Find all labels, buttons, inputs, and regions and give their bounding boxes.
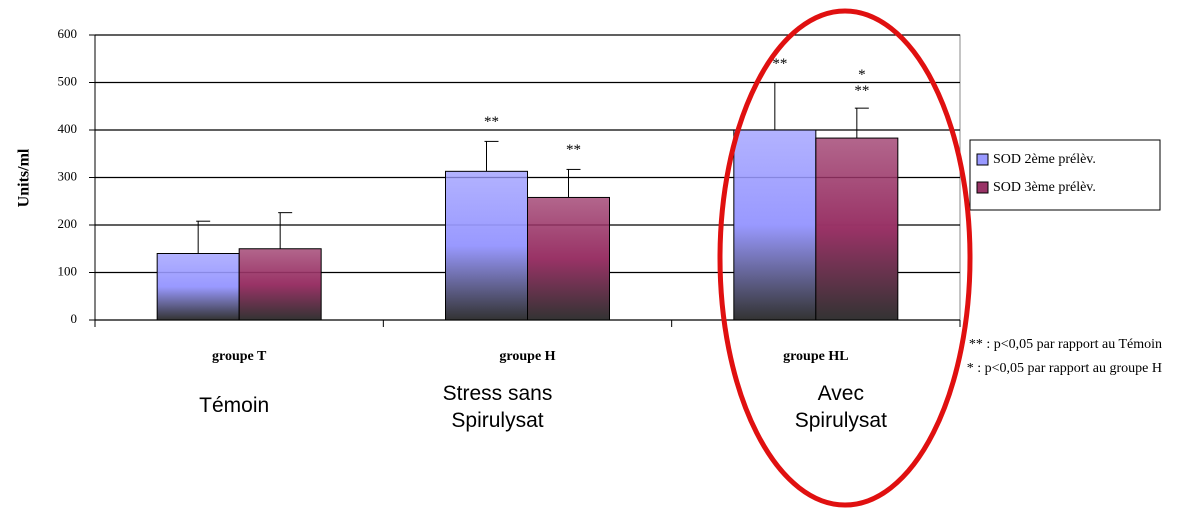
y-tick-label: 500 — [58, 73, 78, 88]
bar — [733, 129, 817, 321]
legend-swatch — [976, 181, 989, 194]
legend-label: SOD 3ème prélèv. — [993, 180, 1096, 195]
bar — [238, 248, 322, 321]
legend-box — [969, 139, 1161, 211]
category-description: Stress sans Spirulysat — [442, 382, 553, 432]
significance-label: ** — [484, 114, 499, 131]
y-tick-label: 400 — [58, 121, 78, 136]
significance-label: ** — [566, 142, 581, 159]
x-tick-label: groupe T — [212, 349, 267, 364]
footnote: ** : p<0,05 par rapport au Témoin — [968, 337, 1162, 352]
y-tick-label: 0 — [71, 311, 78, 326]
bar — [527, 196, 610, 321]
significance-label: ** — [772, 55, 788, 72]
y-tick-label: 100 — [58, 263, 78, 278]
highlight-ellipse — [717, 8, 973, 508]
legend-label: SOD 2ème prélèv. — [993, 152, 1096, 167]
y-axis-label: Units/ml — [16, 148, 33, 207]
y-tick-label: 200 — [58, 216, 78, 231]
significance-label: * ** — [854, 67, 870, 99]
y-tick-label: 300 — [58, 168, 78, 183]
bar — [815, 137, 899, 321]
footnote: * : p<0,05 par rapport au groupe H — [966, 361, 1162, 376]
bar — [445, 170, 528, 321]
y-tick-label: 600 — [58, 26, 78, 41]
x-tick-label: groupe H — [499, 349, 555, 364]
legend-swatch — [976, 153, 989, 166]
category-description: Témoin — [199, 394, 270, 417]
bar — [156, 253, 240, 321]
category-description: Avec Spirulysat — [794, 382, 887, 432]
x-tick-label: groupe HL — [783, 349, 848, 364]
